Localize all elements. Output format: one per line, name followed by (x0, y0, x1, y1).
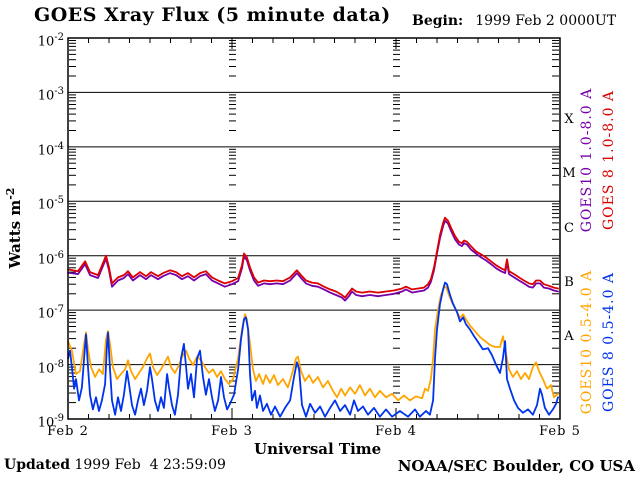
begin-row: Begin: 1999 Feb 2 0000UT (412, 13, 616, 29)
flare-class-c: C (564, 220, 574, 236)
y-tick-label: 10-4 (37, 140, 64, 159)
y-tick-label: 10-5 (37, 195, 64, 213)
flare-class-b: B (564, 274, 574, 290)
x-tick-label: Feb 5 (539, 424, 581, 439)
series-line-goes10-long (67, 219, 559, 302)
series-line-goes10-short (67, 285, 559, 402)
series-line-goes8-long (67, 216, 559, 299)
flare-class-a: A (564, 329, 574, 345)
begin-value: 1999 Feb 2 0000UT (475, 13, 617, 29)
plot-frame (67, 37, 561, 420)
x-tick-label: Feb 2 (47, 424, 89, 439)
y-tick-label: 10-7 (37, 304, 64, 322)
x-tick-label: Feb 4 (375, 424, 417, 439)
begin-label: Begin: (412, 13, 464, 29)
legend-goes8-long: GOES 8 1.0-8.0 A (601, 89, 617, 231)
legend-goes8-short: GOES 8 0.5-4.0 A (601, 271, 617, 413)
updated-value: 1999 Feb 4 23:59:09 (74, 457, 226, 473)
y-tick-label: 10-6 (37, 249, 64, 268)
page-title: GOES Xray Flux (5 minute data) (34, 4, 391, 26)
credit-text: NOAA/SEC Boulder, CO USA (397, 457, 635, 475)
y-tick-label: 10-3 (37, 86, 64, 104)
updated-timestamp: Updated 1999 Feb 4 23:59:09 (4, 457, 226, 473)
flare-class-x: X (564, 111, 574, 127)
x-axis-title: Universal Time (254, 440, 382, 458)
flare-class-m: M (562, 166, 576, 182)
y-tick-label: 10-8 (37, 358, 64, 376)
y-axis-title: Watts m-2 (4, 188, 24, 269)
y-tick-label: 10-2 (37, 32, 64, 50)
legend-goes10-long: GOES10 1.0-8.0 A (579, 87, 595, 233)
updated-label: Updated (4, 457, 71, 473)
series-line-goes8-short (67, 281, 559, 418)
y-axis-title-text: Watts m (6, 199, 24, 269)
y-tick-label: 10-9 (37, 413, 64, 431)
x-tick-label: Feb 3 (211, 424, 253, 439)
y-axis-title-exponent: -2 (4, 187, 17, 200)
legend-goes10-short: GOES10 0.5-4.0 A (579, 269, 595, 415)
